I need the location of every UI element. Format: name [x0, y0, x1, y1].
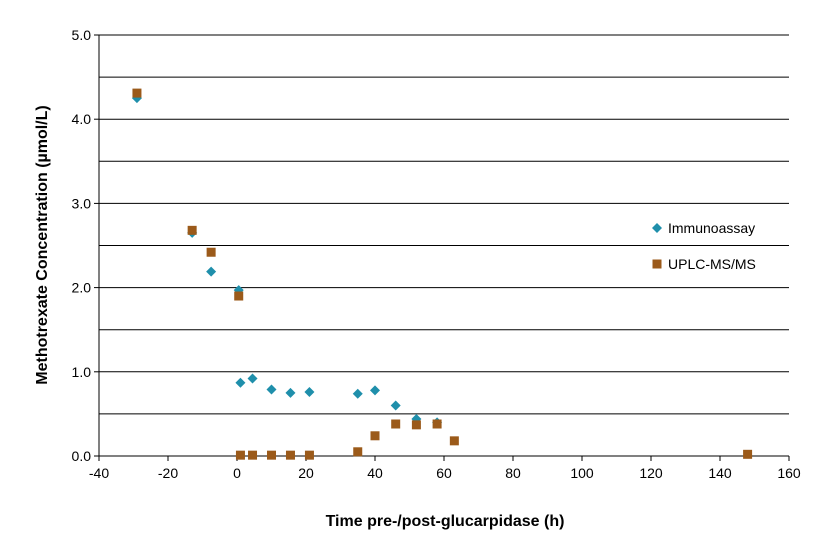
uplc-ms-ms-point — [370, 431, 380, 441]
immunoassay-point — [390, 400, 401, 411]
uplc-ms-ms-point — [248, 450, 258, 460]
x-tick-label: 120 — [639, 465, 663, 481]
y-tick-label: 5.0 — [72, 27, 92, 43]
x-axis-title: Time pre-/post-glucarpidase (h) — [326, 513, 565, 530]
uplc-ms-ms-point — [206, 247, 216, 257]
legend-label-immunoassay: Immunoassay — [668, 220, 755, 236]
immunoassay-point — [235, 377, 246, 388]
immunoassay-point — [266, 384, 277, 395]
uplc-ms-ms-point — [411, 420, 421, 430]
x-tick-label: 80 — [505, 465, 521, 481]
uplc-ms-ms-point — [187, 225, 197, 235]
y-tick-label: 3.0 — [72, 195, 92, 211]
uplc-ms-ms-point — [234, 291, 244, 301]
axes — [94, 34, 790, 461]
immunoassay-point — [247, 373, 258, 384]
x-tick-label: -40 — [89, 465, 109, 481]
x-tick-label: 140 — [708, 465, 732, 481]
x-tick-label: 40 — [367, 465, 383, 481]
x-tick-label: 0 — [233, 465, 241, 481]
uplc-ms-ms-point — [432, 419, 442, 429]
legend: Immunoassay UPLC-MS/MS — [652, 220, 756, 272]
x-tick-label: 20 — [298, 465, 314, 481]
uplc-ms-ms-point — [391, 419, 401, 429]
uplc-ms-ms-point — [304, 450, 314, 460]
y-axis-title: Methotrexate Concentration (µmol/L) — [34, 105, 51, 384]
data-points — [131, 88, 753, 460]
uplc-ms-ms-point — [743, 449, 753, 459]
legend-marker-uplc-ms-ms — [652, 259, 662, 269]
uplc-ms-ms-point — [267, 450, 276, 460]
uplc-ms-ms-point — [235, 450, 245, 460]
x-tick-label: 160 — [777, 465, 801, 481]
uplc-ms-ms-point — [285, 450, 295, 460]
uplc-ms-ms-point — [353, 447, 363, 457]
x-tick-label: 60 — [436, 465, 452, 481]
immunoassay-point — [285, 387, 296, 398]
legend-label-uplc-ms-ms: UPLC-MS/MS — [668, 256, 756, 272]
x-tick-labels: -40 -20 0 20 40 60 80 100 120 140 160 — [89, 465, 801, 481]
uplc-ms-ms-point — [132, 88, 142, 98]
immunoassay-point — [370, 385, 380, 396]
y-tick-label: 0.0 — [72, 448, 92, 464]
x-tick-label: 100 — [570, 465, 594, 481]
y-tick-label: 1.0 — [72, 364, 92, 380]
y-tick-labels: 0.0 1.0 2.0 3.0 4.0 5.0 — [72, 27, 92, 464]
immunoassay-point — [304, 387, 315, 398]
immunoassay-point — [352, 388, 363, 399]
y-tick-label: 4.0 — [72, 111, 92, 127]
uplc-ms-ms-point — [449, 436, 459, 446]
y-tick-label: 2.0 — [72, 280, 92, 296]
legend-marker-immunoassay — [652, 223, 662, 233]
grid-lines — [99, 34, 789, 415]
immunoassay-point — [206, 266, 217, 277]
x-tick-label: -20 — [158, 465, 178, 481]
